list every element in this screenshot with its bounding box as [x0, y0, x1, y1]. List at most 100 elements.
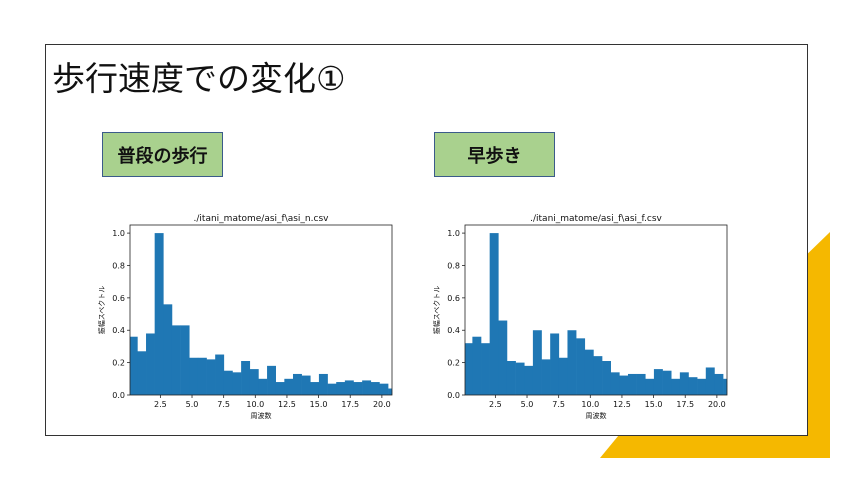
chart-title: ./itani_matome/asi_f\asi_f.csv — [530, 214, 662, 224]
bar — [567, 330, 577, 395]
y-axis-label: 振幅スペクトル — [432, 286, 441, 335]
bar — [636, 373, 646, 395]
bar — [506, 361, 516, 395]
bar — [619, 375, 629, 395]
x-axis-label: 周波数 — [586, 411, 607, 420]
bar — [206, 359, 216, 395]
bar — [662, 370, 672, 395]
y-tick-label: 0.4 — [447, 326, 460, 335]
label-normal-walking-text: 普段の歩行 — [117, 145, 208, 167]
y-tick-label: 1.0 — [112, 229, 125, 238]
bar — [627, 373, 637, 395]
plot-frame — [464, 224, 728, 396]
bar — [310, 382, 320, 395]
plot-frame — [129, 224, 393, 396]
x-axis-label: 周波数 — [251, 411, 272, 420]
bar — [576, 338, 586, 395]
bar — [353, 382, 363, 395]
bar — [584, 349, 594, 395]
y-tick-label: 0.2 — [112, 359, 125, 368]
bar — [370, 382, 380, 395]
bar — [171, 325, 181, 395]
bar — [532, 330, 542, 395]
label-fast-walking-text: 早歩き — [467, 145, 522, 167]
y-axis-label: 振幅スペクトル — [97, 286, 106, 335]
bar — [593, 356, 603, 395]
chart-title: ./itani_matome/asi_f\asi_n.csv — [194, 214, 330, 224]
bar — [137, 351, 147, 395]
bar — [154, 233, 164, 395]
bar — [610, 372, 620, 395]
bar — [465, 343, 473, 395]
y-tick-label: 0.8 — [112, 261, 125, 270]
bar — [397, 384, 406, 395]
chart-normal-walking: ./itani_matome/asi_f\asi_n.csv 2.5 5.0 7.5 1… — [97, 214, 393, 420]
bar — [146, 333, 155, 395]
slide-title: 歩行速度での変化① — [52, 59, 346, 98]
y-tick-label: 0.8 — [447, 261, 460, 270]
bar — [515, 362, 525, 395]
x-tick-label: 20.0 — [373, 400, 391, 409]
bar — [275, 382, 285, 395]
bar — [327, 383, 337, 395]
x-tick-label: 12.5 — [278, 400, 296, 409]
x-tick-label: 5.0 — [186, 400, 199, 409]
bar — [284, 378, 294, 395]
bar — [362, 380, 372, 395]
y-tick-label: 0.6 — [112, 294, 125, 303]
x-tick-label: 7.5 — [552, 400, 565, 409]
bar — [498, 320, 508, 395]
bar — [697, 378, 707, 395]
x-tick-label: 20.0 — [708, 400, 726, 409]
bar — [318, 373, 328, 395]
bar — [602, 361, 611, 395]
bar — [732, 376, 741, 395]
bar — [688, 377, 698, 395]
bar — [232, 372, 242, 395]
bar — [267, 365, 276, 395]
bar — [180, 325, 190, 395]
label-fast-walking: 早歩き — [434, 132, 555, 177]
x-tick-label: 15.0 — [645, 400, 663, 409]
bar — [215, 354, 225, 395]
x-tick-label: 2.5 — [154, 400, 167, 409]
x-tick-label: 15.0 — [310, 400, 328, 409]
x-tick-label: 12.5 — [613, 400, 631, 409]
bar — [301, 375, 311, 395]
bars-group — [465, 233, 741, 395]
bar — [472, 336, 482, 395]
x-tick-label: 7.5 — [217, 400, 230, 409]
bar — [130, 336, 138, 395]
bar — [258, 378, 268, 395]
bar — [163, 304, 173, 395]
y-tick-label: 0.2 — [447, 359, 460, 368]
bar — [388, 388, 392, 395]
x-tick-label: 5.0 — [521, 400, 534, 409]
bar — [336, 382, 346, 395]
y-tick-label: 0.6 — [447, 294, 460, 303]
y-tick-label: 1.0 — [447, 229, 460, 238]
bar — [481, 343, 490, 395]
bar — [645, 378, 655, 395]
x-tick-label: 17.5 — [676, 400, 694, 409]
bar — [679, 372, 689, 395]
bar — [241, 361, 251, 395]
bar — [705, 367, 715, 395]
bar — [550, 333, 560, 395]
bar — [223, 370, 233, 395]
bar — [344, 380, 354, 395]
bar — [292, 373, 302, 395]
x-tick-label: 17.5 — [341, 400, 359, 409]
bars-group — [130, 233, 406, 395]
bar — [671, 378, 681, 395]
bar — [723, 378, 727, 395]
x-tick-label: 10.0 — [246, 400, 264, 409]
chart-fast-walking: ./itani_matome/asi_f\asi_f.csv 2.5 5.0 7.5 1… — [432, 214, 728, 420]
x-tick-label: 2.5 — [489, 400, 502, 409]
bar — [714, 373, 724, 395]
bar — [189, 357, 199, 395]
bar — [379, 383, 389, 395]
bar — [558, 357, 568, 395]
bar — [524, 365, 534, 395]
x-tick-label: 10.0 — [581, 400, 599, 409]
